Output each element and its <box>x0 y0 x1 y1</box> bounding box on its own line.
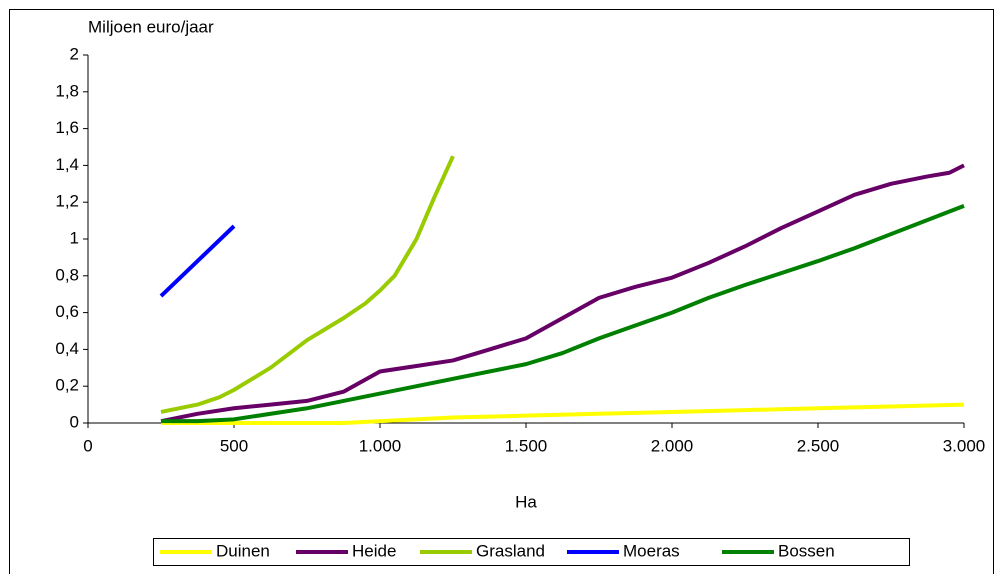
series-line <box>159 224 236 298</box>
y-tick-label: 0 <box>70 412 79 431</box>
x-tick-label: 3.000 <box>943 436 986 455</box>
x-axis-label: Ha <box>515 492 537 511</box>
y-tick-label: 0,8 <box>55 265 79 284</box>
legend-label: Duinen <box>216 541 270 560</box>
legend-label: Bossen <box>778 541 835 560</box>
chart-border <box>9 9 994 574</box>
legend-box <box>153 538 910 566</box>
y-tick-label: 1,4 <box>55 155 79 174</box>
y-tick-label: 1 <box>70 228 79 247</box>
legend-label: Heide <box>352 541 396 560</box>
legend-label: Moeras <box>623 541 680 560</box>
series-line <box>160 163 965 424</box>
y-tick-label: 2 <box>70 44 79 63</box>
x-tick-label: 1.500 <box>505 436 548 455</box>
y-tick-label: 0,2 <box>55 376 79 395</box>
x-tick-label: 0 <box>83 436 92 455</box>
y-tick-label: 0,4 <box>55 339 79 358</box>
series-line <box>161 204 965 424</box>
y-tick-label: 1,6 <box>55 118 79 137</box>
x-tick-label: 2.500 <box>797 436 840 455</box>
x-tick-label: 2.000 <box>651 436 694 455</box>
y-tick-label: 1,2 <box>55 192 79 211</box>
x-tick-label: 1.000 <box>359 436 402 455</box>
series-line <box>161 402 965 425</box>
y-axis-label: Miljoen euro/jaar <box>88 17 214 36</box>
legend-label: Grasland <box>476 541 545 560</box>
y-tick-label: 0,6 <box>55 302 79 321</box>
series-line <box>160 155 455 414</box>
x-tick-label: 500 <box>220 436 248 455</box>
y-tick-label: 1,8 <box>55 81 79 100</box>
